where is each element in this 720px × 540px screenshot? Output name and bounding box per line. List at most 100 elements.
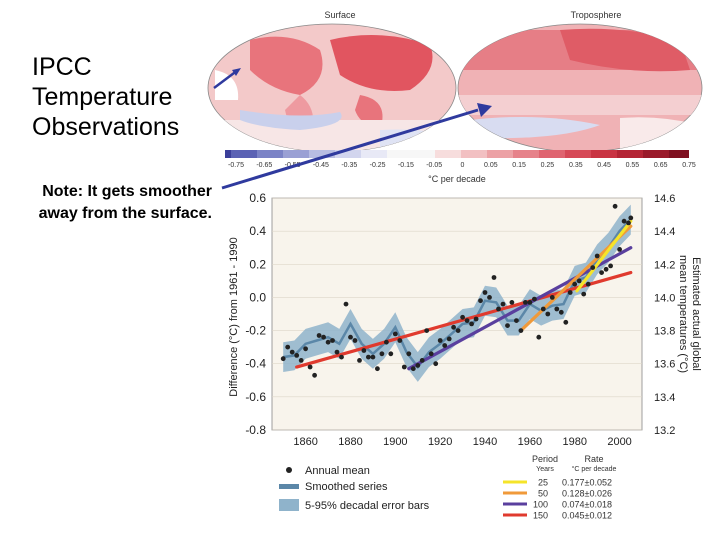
annual-mean-point <box>415 363 421 368</box>
colorbar-label: °C per decade <box>428 174 486 184</box>
legend-trend-rate: 0.128±0.026 <box>562 489 612 499</box>
colorbar-tick: 0.05 <box>484 162 498 169</box>
annual-mean-point <box>621 218 627 224</box>
arrow-to-troposphere <box>221 108 479 190</box>
y2-tick-label: 13.2 <box>654 425 675 437</box>
annual-mean-point <box>361 348 367 353</box>
x-tick-label: 1920 <box>428 436 452 448</box>
slide-note: Note: It gets smoother away from the sur… <box>16 181 212 225</box>
x-tick-label: 1980 <box>562 436 586 448</box>
legend-period-header: Period <box>532 454 558 464</box>
x-tick-label: 1860 <box>293 436 317 448</box>
annual-mean-point <box>505 323 510 328</box>
colorbar-tick: -0.25 <box>370 162 386 169</box>
annual-mean-point <box>473 316 479 322</box>
annual-mean-point <box>406 351 412 357</box>
colorbar-tick: 0 <box>461 162 465 169</box>
annual-mean-point <box>451 324 456 330</box>
annual-mean-point <box>554 306 560 312</box>
colorbar-tick: 0.55 <box>626 162 640 169</box>
annual-mean-point <box>576 278 582 284</box>
annual-mean-point <box>410 366 416 372</box>
annual-mean-point <box>496 306 501 312</box>
annual-mean-point <box>603 266 609 272</box>
annual-mean-point <box>617 247 622 252</box>
annual-mean-point <box>460 314 465 320</box>
colorbar: -0.75-0.65-0.55-0.45-0.35-0.25-0.15-0.05… <box>225 150 696 184</box>
legend-trend-period: 50 <box>538 489 548 499</box>
colorbar-tick: -0.15 <box>398 162 414 169</box>
legend-left: Annual mean Smoothed series 5-95% decada… <box>279 465 430 512</box>
annual-mean-point <box>469 321 474 327</box>
colorbar-tick: -0.05 <box>426 162 442 169</box>
surface-map: Surface <box>207 10 457 153</box>
y2-tick-label: 14.2 <box>654 259 675 271</box>
title-line-2: Temperature <box>32 83 173 111</box>
annual-mean-point <box>280 356 286 362</box>
x-tick-label: 1880 <box>338 436 362 448</box>
annual-mean-point <box>464 318 470 323</box>
annual-mean-point <box>392 331 398 337</box>
y-axis-label: Difference (°C) from 1961 - 1990 <box>228 237 240 397</box>
annual-mean-point <box>289 349 295 355</box>
legend-trend-rate: 0.045±0.012 <box>562 511 612 521</box>
annual-mean-point <box>523 300 528 305</box>
colorbar-tick: -0.65 <box>256 162 272 169</box>
annual-mean-point <box>419 358 425 363</box>
colorbar-tick: 0.25 <box>541 162 555 169</box>
annual-mean-point <box>401 364 407 370</box>
legend-trend-period: 100 <box>533 500 548 510</box>
annual-mean-point <box>527 300 533 305</box>
annual-mean-point <box>388 351 394 357</box>
legend-rate-header: Rate <box>584 454 603 464</box>
annual-mean-point <box>500 301 506 307</box>
pointer-arrows <box>213 68 492 190</box>
annual-mean-point <box>482 290 488 295</box>
x-tick-label: 2000 <box>607 436 631 448</box>
annual-mean-point <box>285 344 291 350</box>
legend-smoothed-marker <box>279 484 299 489</box>
annual-mean-point <box>567 290 573 295</box>
annual-mean-point <box>366 354 371 360</box>
annual-mean-point <box>370 354 376 360</box>
annual-mean-point <box>384 339 389 345</box>
legend-trend-rate: 0.177±0.052 <box>562 478 612 488</box>
y2-axis-label-line-2: mean temperatures (°C) <box>677 255 689 373</box>
y-tick-label: 0.6 <box>249 191 266 205</box>
y2-tick-label: 13.4 <box>654 392 675 404</box>
colorbar-tick: 0.15 <box>512 162 526 169</box>
colorbar-tick: 0.75 <box>682 162 696 169</box>
colorbar-tick: 0.35 <box>569 162 583 169</box>
annual-mean-point <box>298 358 304 363</box>
annual-mean-point <box>442 343 448 348</box>
y-tick-label: -0.4 <box>245 357 266 371</box>
annual-mean-point <box>540 306 546 312</box>
legend-annual-marker <box>286 467 292 473</box>
annual-mean-point <box>572 281 578 287</box>
annual-mean-point <box>626 220 631 226</box>
legend-right: Period Years Rate °C per decade 25 0.177±… <box>503 454 617 521</box>
trend-line-25 <box>575 219 633 293</box>
colorbar-tick: -0.45 <box>313 162 329 169</box>
annual-mean-point <box>433 361 439 367</box>
annual-mean-point <box>514 318 519 323</box>
annual-mean-point <box>581 291 587 297</box>
annual-mean-point <box>594 253 600 259</box>
arrow-head-troposphere <box>477 103 492 117</box>
y-tick-label: -0.6 <box>245 390 266 404</box>
annual-mean-point <box>334 349 340 355</box>
annual-mean-point <box>491 275 497 280</box>
slide-title: IPCC Temperature Observations <box>32 52 179 142</box>
y-tick-label: 0.2 <box>249 257 266 271</box>
legend-band-marker <box>279 499 299 511</box>
temperature-chart: 0.6 0.4 0.2 0.0 -0.2 -0.4 -0.6 -0.8 14.6 14.4 14.2… <box>228 191 702 448</box>
annual-mean-point <box>339 354 344 360</box>
y2-tick-label: 13.8 <box>654 326 675 338</box>
x-tick-label: 1900 <box>383 436 407 448</box>
annual-mean-point <box>424 328 430 333</box>
annual-mean-point <box>487 295 492 300</box>
annual-mean-point <box>599 270 604 275</box>
annual-mean-point <box>549 295 555 300</box>
legend-trend-period: 150 <box>533 511 548 521</box>
legend-trend-period: 25 <box>538 478 548 488</box>
